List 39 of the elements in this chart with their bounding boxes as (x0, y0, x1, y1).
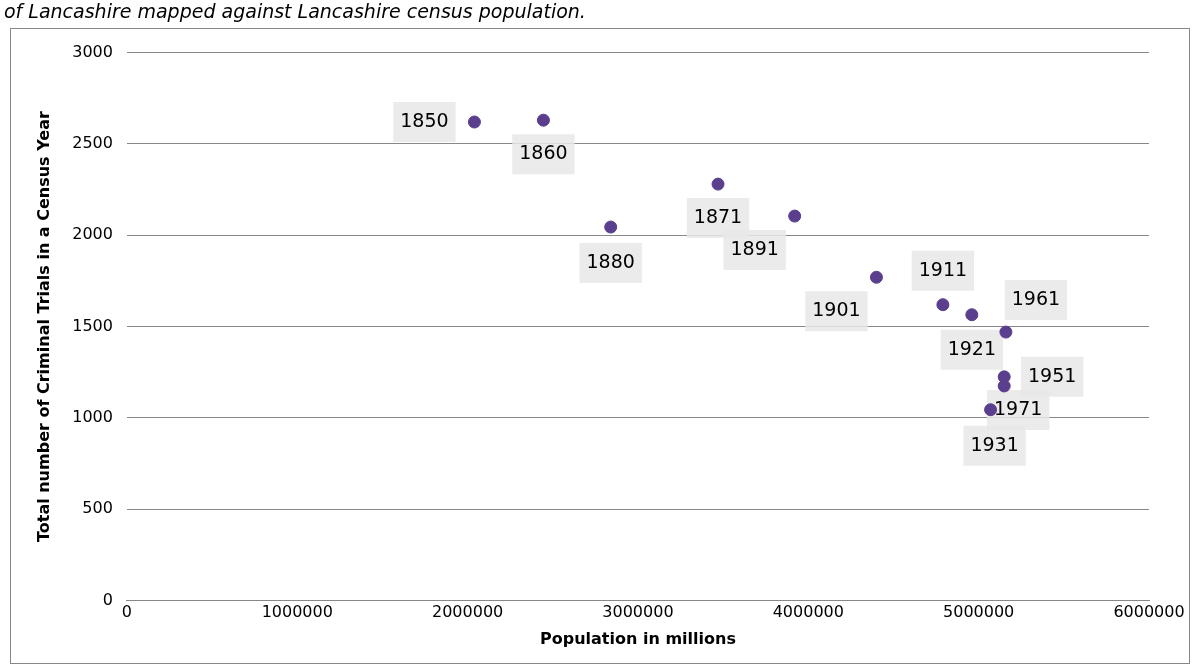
x-tick-label: 0 (121, 602, 133, 622)
y-tick-label: 1500 (72, 315, 113, 335)
y-tick-label: 3000 (72, 41, 113, 61)
point (997, 379, 1011, 393)
annotation: 1931 (970, 432, 1019, 455)
point (788, 209, 802, 223)
point (965, 308, 979, 322)
annotation: 1871 (693, 205, 743, 228)
y-tick-label: 2500 (72, 133, 113, 153)
point (869, 270, 883, 284)
point (467, 115, 481, 129)
x-tick-label: 4000000 (772, 602, 844, 622)
annotation: 1860 (519, 141, 568, 164)
point (999, 325, 1013, 339)
chart-title: of Lancashire mapped against Lancashire census population. (3, 0, 587, 24)
y-tick-label: 0 (102, 589, 113, 609)
annotation: 1891 (730, 237, 779, 260)
annotation: 1951 (1028, 363, 1077, 386)
y-tick-label: 2000 (72, 224, 113, 244)
x-tick-label: 5000000 (943, 602, 1015, 622)
annotation: 1901 (812, 298, 861, 321)
x-tick-label: 1000000 (261, 602, 333, 622)
y-tick-label: 500 (82, 498, 113, 518)
annotation: 1850 (400, 108, 449, 131)
point (604, 220, 618, 234)
y-tick-label: 1000 (72, 407, 113, 427)
x-tick-label: 3000000 (602, 602, 674, 622)
annotation: 1971 (994, 396, 1043, 419)
point (936, 298, 950, 312)
y-axis-title: Total number of Criminal Trials in a Census Year (33, 111, 53, 543)
annotation: 1961 (1011, 287, 1061, 310)
x-tick-label: 6000000 (1113, 602, 1185, 622)
annotation: 1921 (947, 336, 997, 359)
x-tick-label: 2000000 (431, 602, 504, 622)
point (536, 113, 550, 127)
annotation: 1880 (586, 249, 635, 272)
point (711, 177, 725, 191)
x-axis-title: Population in millions (540, 628, 736, 648)
annotation: 1911 (918, 257, 968, 280)
